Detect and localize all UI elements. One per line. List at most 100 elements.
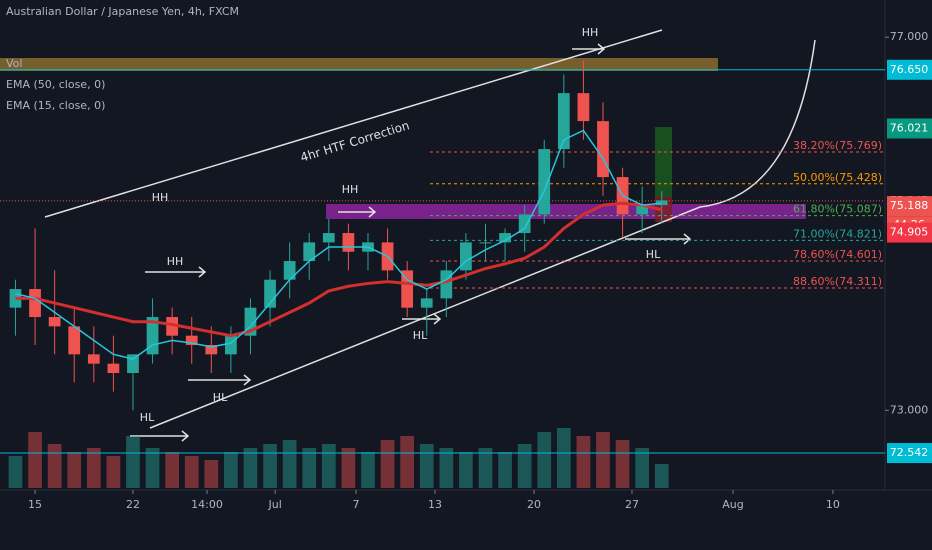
candle-body <box>479 242 492 244</box>
candle-body <box>655 200 668 206</box>
y-tick-label: 73.000 <box>890 403 929 416</box>
arrow <box>130 430 190 442</box>
volume-bar <box>341 448 356 488</box>
volume-bar <box>263 444 277 488</box>
x-tick-label: 14:00 <box>191 498 223 511</box>
annotation: HL <box>140 411 155 424</box>
price-label-box <box>887 443 932 464</box>
price-label-box <box>887 196 932 217</box>
volume-bar <box>302 448 317 488</box>
candle-body <box>557 93 570 150</box>
candle-body <box>577 93 590 122</box>
volume-bar <box>517 444 532 488</box>
annotation: HH <box>152 191 169 204</box>
candle-body <box>283 261 296 280</box>
arrow <box>625 233 692 245</box>
candle-body <box>205 345 218 355</box>
candle-body <box>538 149 551 215</box>
volume-bar <box>576 436 591 488</box>
candle-body <box>264 279 276 308</box>
x-tick-label: 22 <box>126 498 140 511</box>
annotation: HH <box>342 183 359 196</box>
x-tick-label: Jul <box>268 498 282 511</box>
volume-bar <box>165 452 179 488</box>
volume-bar <box>439 448 454 488</box>
price-label: 75.188 <box>890 199 929 212</box>
candle-body <box>499 233 511 243</box>
ema-line <box>15 129 662 360</box>
fib-label: 88.60%(74.311) <box>793 275 882 288</box>
volume-bar <box>8 456 23 488</box>
volume-bar <box>380 440 395 488</box>
x-tick-label: 15 <box>28 498 42 511</box>
x-tick-label: 20 <box>527 498 541 511</box>
volume-bar <box>654 464 669 488</box>
candle-body <box>48 317 61 327</box>
price-label: 76.021 <box>890 121 929 134</box>
annotation: HH <box>167 255 184 268</box>
candle-body <box>518 214 531 234</box>
x-tick-label: Aug <box>722 498 743 511</box>
x-tick-label: 10 <box>826 498 840 511</box>
candle-body <box>420 298 433 308</box>
candle-body <box>185 335 198 346</box>
price-label-box <box>887 59 932 80</box>
volume-bar <box>67 452 82 488</box>
support-zone <box>326 204 806 219</box>
volume-bar <box>635 448 650 488</box>
volume-bar <box>126 436 140 488</box>
volume-bar <box>282 440 297 488</box>
fib-label: 50.00%(75.428) <box>793 171 882 184</box>
candle-body <box>107 363 120 374</box>
candle-body <box>597 121 609 178</box>
candle-body <box>244 307 257 336</box>
candle-body <box>401 270 414 308</box>
price-label-box <box>887 222 932 243</box>
volume-bar <box>321 444 336 488</box>
arrow <box>338 206 377 218</box>
resistance-zone <box>0 58 718 71</box>
fib-label: 71.00%(74.821) <box>793 227 882 240</box>
candle-body <box>87 354 100 364</box>
volume-bar <box>478 448 493 488</box>
volume-bar <box>537 432 552 488</box>
volume-bar <box>204 460 219 488</box>
volume-bar <box>459 452 473 488</box>
annotation: HH <box>582 26 599 39</box>
volume-bar <box>556 428 571 488</box>
volume-bar <box>106 456 121 488</box>
volume-bar <box>400 436 415 488</box>
fib-label: 61.80%(75.087) <box>793 203 882 216</box>
annotation: HL <box>213 391 228 404</box>
x-tick-label: 7 <box>353 498 360 511</box>
candle-body <box>146 317 159 355</box>
price-label: 76.650 <box>890 63 929 76</box>
volume-bar <box>47 444 62 488</box>
arrow <box>145 266 207 278</box>
candle-body <box>460 242 472 271</box>
volume-bar <box>596 432 610 488</box>
legend-entry: EMA (50, close, 0) <box>6 78 105 91</box>
price-label: 74.905 <box>890 226 929 239</box>
annotation: HL <box>413 329 428 342</box>
candle-body <box>322 233 335 243</box>
channel-bottom <box>149 206 701 429</box>
volume-bar <box>419 444 434 488</box>
x-tick-label: 27 <box>625 498 639 511</box>
y-tick-label: 77.000 <box>890 30 929 43</box>
volume-bar <box>243 448 258 488</box>
annotation: HL <box>646 248 661 261</box>
projection-curve <box>699 39 816 208</box>
chart-title: Australian Dollar / Japanese Yen, 4h, FX… <box>6 5 239 18</box>
fib-label: 78.60%(74.601) <box>793 248 882 261</box>
candle-body <box>127 354 139 374</box>
volume-bar <box>498 452 512 488</box>
legend-entry: Vol <box>6 57 22 70</box>
candle-body <box>166 317 179 336</box>
drawings <box>44 29 816 442</box>
ema-line <box>15 201 663 338</box>
volume-bar <box>184 456 199 488</box>
arrow <box>188 374 252 386</box>
channel-top <box>44 29 663 218</box>
